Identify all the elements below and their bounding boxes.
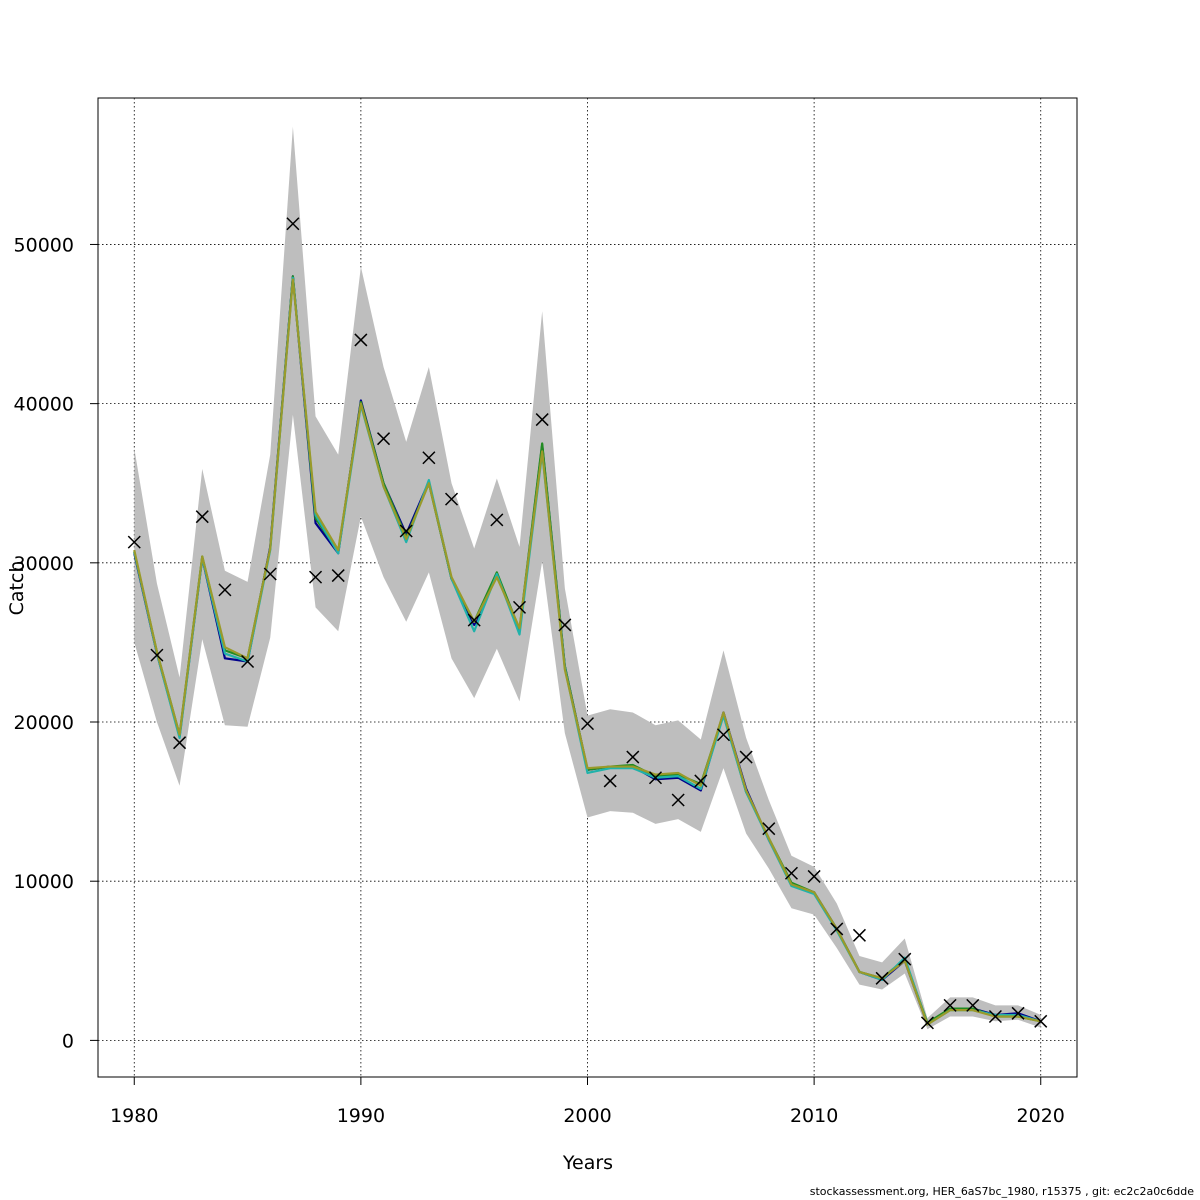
- observation-marker: [558, 618, 572, 632]
- observation-marker: [535, 413, 549, 427]
- observation-marker: [875, 971, 889, 985]
- confidence-band: [134, 126, 1041, 1030]
- observation-marker: [648, 771, 663, 785]
- footer-credit: stockassessment.org, HER_6aS7bc_1980, r1…: [809, 1185, 1194, 1198]
- observation-marker: [195, 510, 209, 524]
- series-line-4: [133, 278, 1041, 1026]
- y-axis-title: Catch: [6, 561, 28, 616]
- observation-marker: [830, 922, 844, 936]
- x-tick-label: 1980: [110, 1105, 158, 1127]
- observation-marker: [580, 717, 595, 731]
- series-lines: [133, 275, 1042, 1026]
- x-tick-label: 2000: [563, 1105, 611, 1127]
- observation-marker: [354, 333, 368, 347]
- observation-marker: [943, 998, 957, 1012]
- observation-markers: [127, 217, 1048, 1030]
- observation-marker: [241, 654, 255, 669]
- x-tick-label: 2010: [790, 1105, 838, 1127]
- observation-marker: [626, 750, 640, 764]
- observation-marker: [671, 793, 685, 807]
- y-tick-label: 10000: [14, 871, 74, 893]
- observation-marker: [512, 600, 527, 614]
- observation-marker: [263, 567, 277, 581]
- y-tick-label: 40000: [14, 394, 74, 416]
- observation-marker: [739, 750, 753, 764]
- observation-marker: [1034, 1014, 1048, 1028]
- observation-marker: [784, 866, 798, 880]
- observation-marker: [467, 613, 481, 627]
- observation-marker: [218, 583, 232, 597]
- observation-marker: [694, 774, 708, 788]
- y-tick-label: 30000: [14, 553, 74, 575]
- observation-marker: [173, 736, 187, 750]
- x-tick-label: 1990: [337, 1105, 385, 1127]
- x-axis: 1980 1990 2000 2010 2020: [110, 1076, 1065, 1127]
- observation-marker: [490, 513, 504, 527]
- observation-marker: [603, 774, 617, 788]
- x-axis-title: Years: [562, 1152, 613, 1174]
- y-axis: 0 10000 20000 30000 40000 50000: [14, 234, 99, 1052]
- observation-marker: [716, 728, 731, 742]
- observation-marker: [1011, 1006, 1025, 1020]
- observation-marker: [444, 492, 459, 506]
- y-tick-label: 0: [62, 1030, 74, 1052]
- x-tick-label: 2020: [1017, 1105, 1065, 1127]
- observation-marker: [807, 869, 821, 883]
- observation-marker: [966, 998, 980, 1012]
- observation-marker: [422, 451, 436, 465]
- observation-marker: [150, 648, 164, 662]
- observation-marker: [988, 1009, 1002, 1024]
- observation-marker: [920, 1016, 934, 1030]
- observation-marker: [399, 524, 413, 538]
- confidence-band-area: [134, 126, 1041, 1030]
- y-tick-label: 50000: [14, 234, 74, 256]
- observation-marker: [377, 432, 391, 446]
- y-tick-label: 20000: [14, 712, 74, 734]
- observation-marker: [762, 822, 776, 836]
- observation-marker: [852, 928, 866, 942]
- observation-marker: [286, 217, 300, 231]
- observation-marker: [898, 952, 912, 966]
- observation-marker: [331, 569, 345, 583]
- observation-marker: [309, 570, 323, 584]
- observation-marker: [127, 535, 141, 549]
